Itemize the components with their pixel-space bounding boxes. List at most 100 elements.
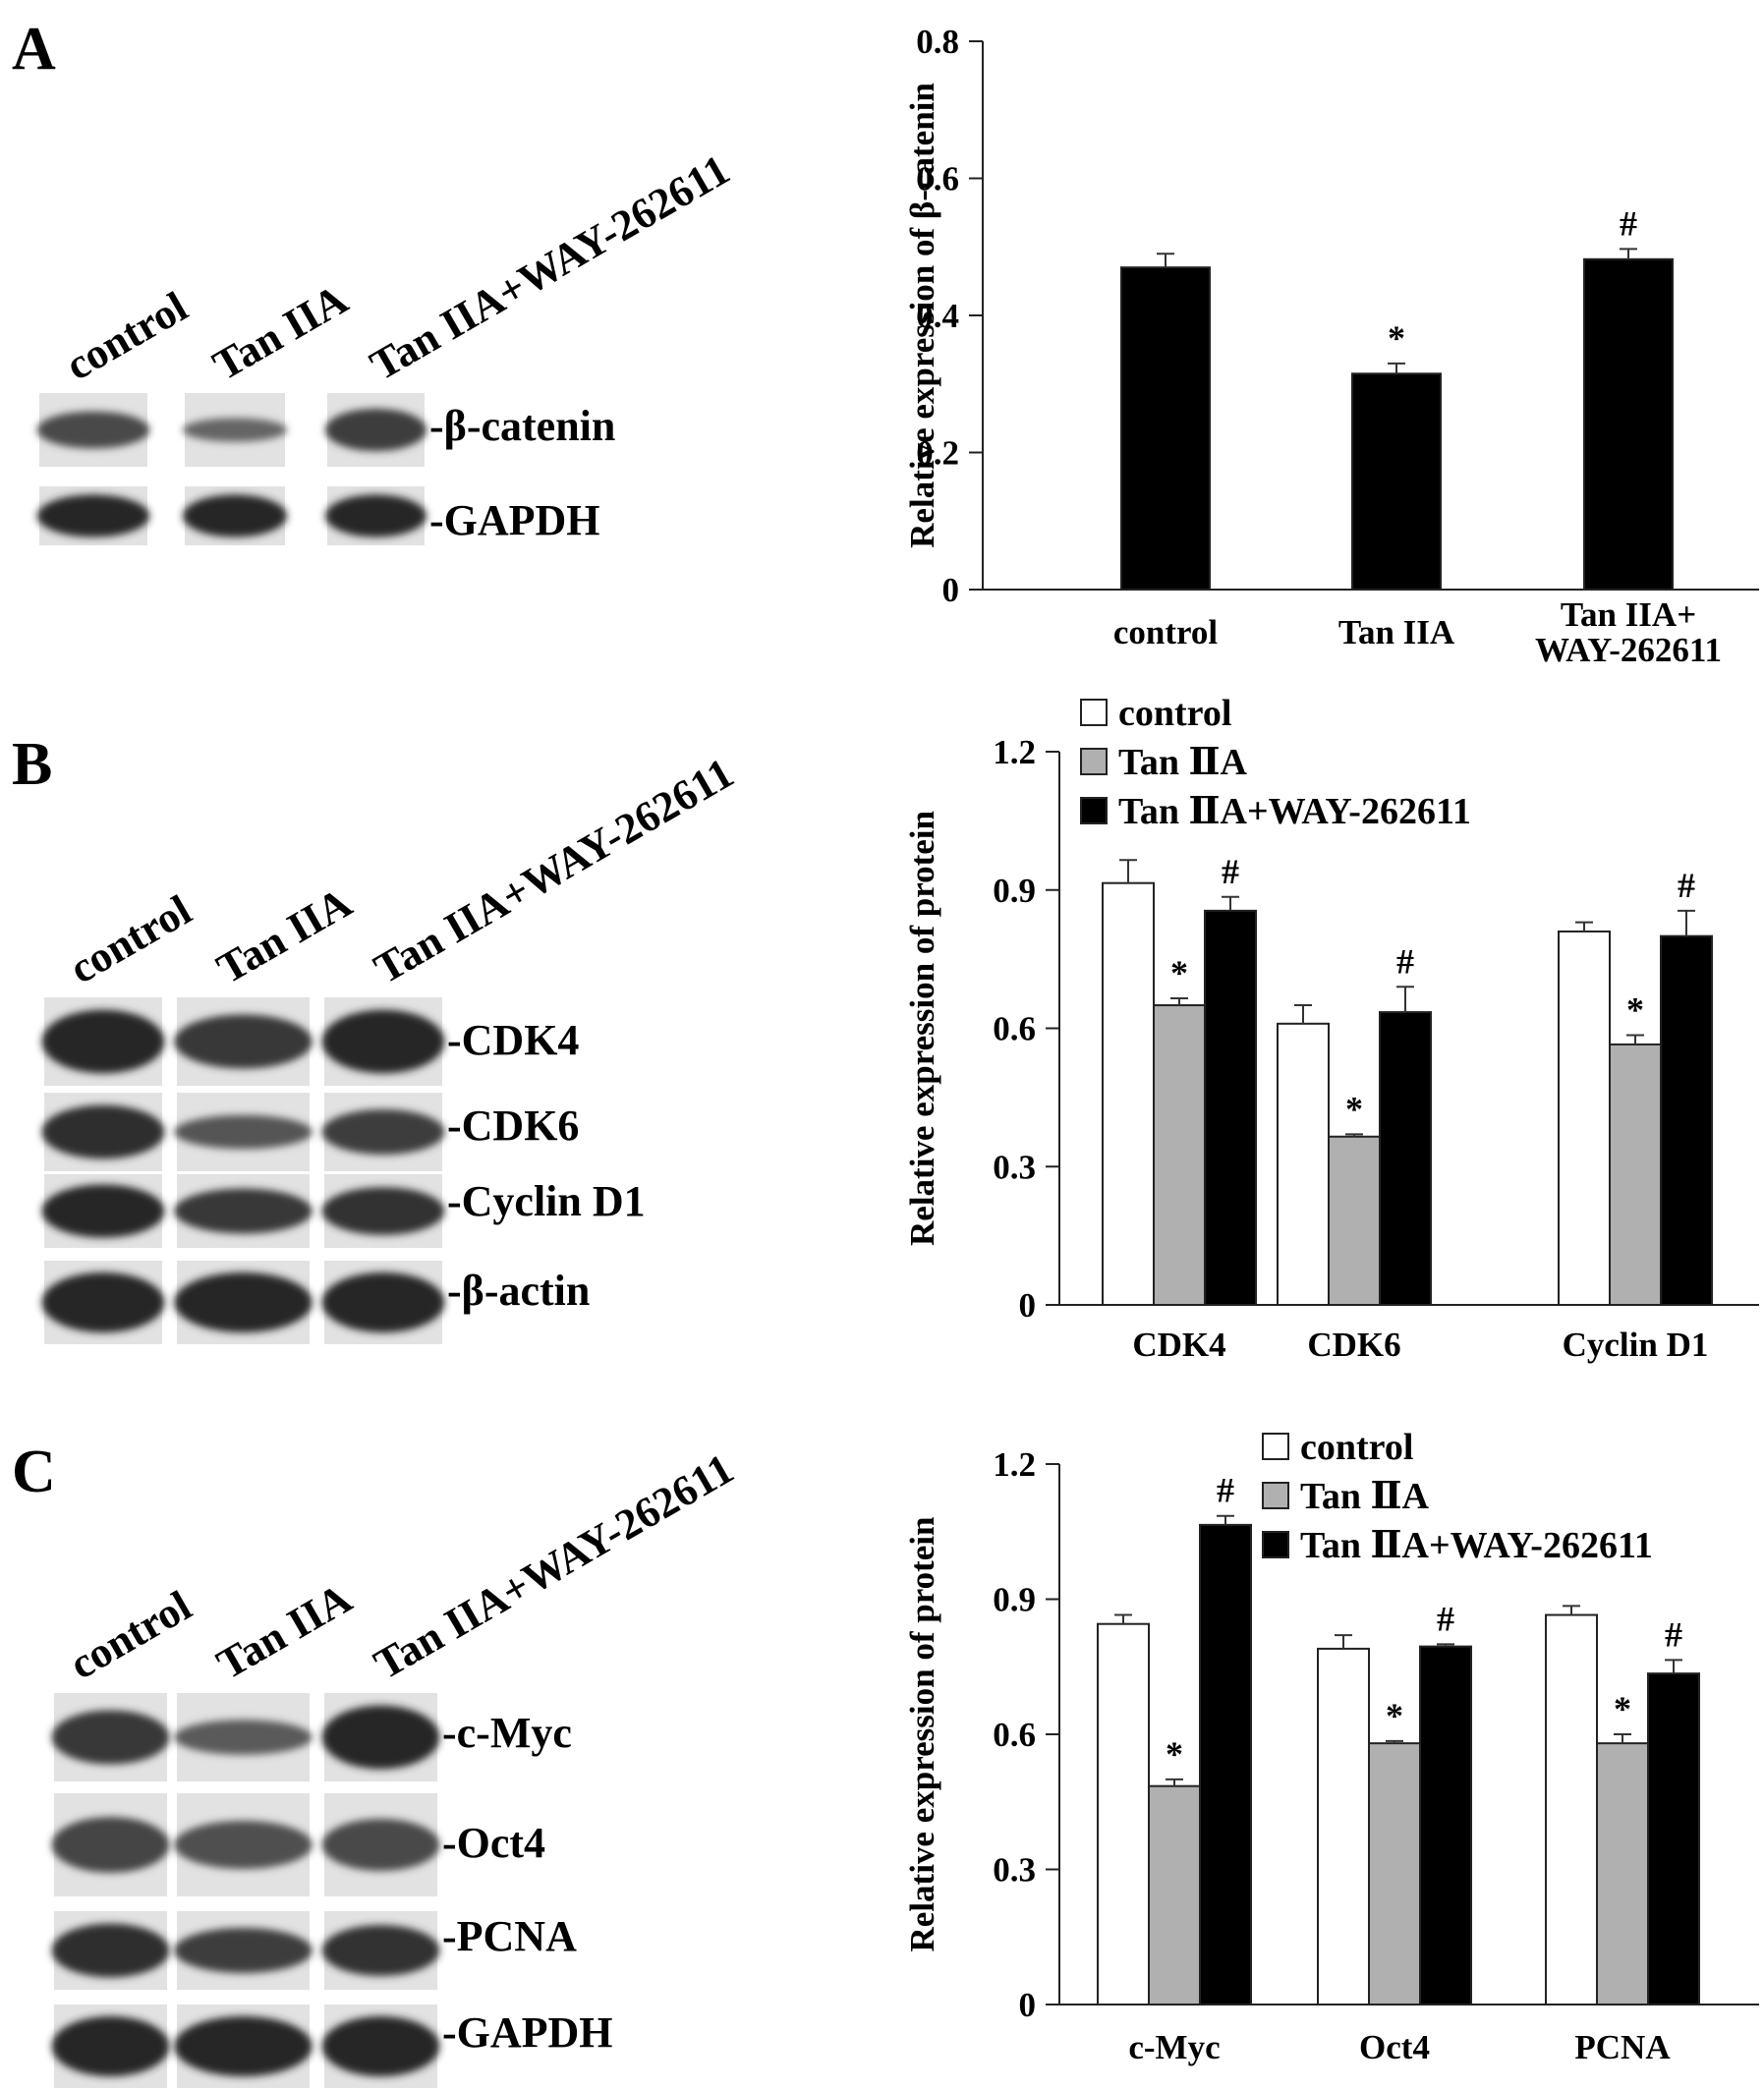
x-category-label: CDK4 (1132, 1326, 1225, 1364)
legend-swatch (1080, 699, 1108, 726)
significance-hash: # (1437, 1599, 1454, 1638)
y-tick-label: 0 (1019, 1986, 1037, 2024)
blot-band (182, 494, 288, 537)
bar-tan-a-way-262611-c-myc (1199, 1523, 1252, 2005)
western-blot-b: control Tan IIA Tan IIA+WAY-262611 -CDK4… (41, 749, 742, 1344)
blot-band (174, 1114, 313, 1150)
bar-value-control (1120, 266, 1211, 591)
blot-band (174, 1271, 313, 1333)
y-tick-label: 0 (1019, 1286, 1037, 1325)
blot-band (51, 1923, 170, 1978)
blot-band (321, 1271, 445, 1333)
blot-band (321, 2015, 440, 2077)
y-axis-label: Relative expression of protein (903, 811, 941, 1246)
significance-hash: # (1222, 852, 1239, 891)
y-tick-label: 0.4 (916, 297, 959, 335)
blot-band (174, 1014, 313, 1069)
significance-hash: # (1396, 941, 1414, 981)
lane-label-tan-iia-way: Tan IIA+WAY-262611 (363, 145, 738, 390)
bar-value-tan-iia-way-262611 (1583, 257, 1674, 591)
blot-label-cyclin-d1: -Cyclin D1 (447, 1177, 646, 1225)
blot-label-beta-actin: -β-actin (447, 1267, 590, 1315)
blot-band (41, 1184, 165, 1238)
blot-band (51, 2015, 170, 2077)
bar-tan-a-oct4 (1368, 1742, 1421, 2005)
legend-swatch (1262, 1433, 1289, 1460)
blot-label-cdk4: -CDK4 (447, 1016, 579, 1064)
significance-hash: # (1620, 203, 1637, 243)
bar-tan-a-cyclin-d1 (1609, 1043, 1662, 1306)
lane-label-tan-iia: Tan IIA (209, 1574, 361, 1689)
bar-tan-a-way-262611-cyclin-d1 (1660, 934, 1713, 1307)
panel-letter-c: C (12, 1439, 56, 1505)
legend-label: Tan ⅡA (1300, 1476, 1430, 1517)
blot-band (41, 1104, 165, 1159)
bar-value-tan-iia (1351, 372, 1442, 591)
legend-label: Tan ⅡA+WAY-262611 (1300, 1525, 1653, 1566)
blot-band (321, 1108, 445, 1156)
blot-band (41, 1271, 165, 1333)
legend-swatch (1080, 748, 1108, 775)
lane-label-tan-iia: Tan IIA (209, 878, 361, 993)
bar-tan-a-c-myc (1148, 1784, 1201, 2006)
significance-asterisk: * (1166, 1734, 1183, 1774)
y-axis-label: Relative expression of β-catenin (903, 83, 941, 548)
y-axis-label: Relative expression of protein (903, 1517, 941, 1952)
significance-hash: # (1665, 1614, 1682, 1654)
blot-band (321, 1925, 440, 1976)
bar-control-cdk4 (1102, 881, 1155, 1307)
x-category-label: Oct4 (1359, 2028, 1430, 2066)
blot-band (41, 1009, 165, 1074)
bar-control-c-myc (1097, 1622, 1150, 2006)
western-blot-a: control Tan IIA Tan IIA+WAY-262611 -β-ca… (36, 145, 738, 545)
blot-band (51, 1710, 170, 1765)
legend-label: control (1300, 1427, 1413, 1468)
panel-letter-b: B (12, 731, 52, 798)
bar-control-cdk6 (1277, 1022, 1330, 1307)
bar-chart-b: 0 0.3 0.6 0.9 1.2 Relative expression of prot… (903, 693, 1759, 1364)
blot-band (174, 2015, 313, 2077)
legend-label: Tan ⅡA (1118, 742, 1248, 783)
y-tick-label: 0.9 (993, 1581, 1036, 1619)
blot-band (174, 1927, 313, 1974)
blot-band (182, 418, 288, 442)
blot-band (321, 1819, 440, 1871)
blot-label-beta-catenin: -β-catenin (429, 402, 615, 450)
blot-band (325, 408, 427, 452)
x-category-label: Cyclin D1 (1563, 1326, 1709, 1364)
legend-swatch (1262, 1531, 1289, 1558)
legend-swatch (1080, 797, 1108, 824)
x-category-label: PCNA (1574, 2028, 1671, 2066)
western-blot-c: control Tan IIA Tan IIA+WAY-262611 -c-My… (51, 1444, 741, 2088)
y-tick-label: 0.3 (993, 1851, 1036, 1890)
significance-hash: # (1217, 1471, 1234, 1510)
blot-band (321, 1187, 445, 1235)
x-category-label: CDK6 (1307, 1326, 1400, 1364)
blot-band (36, 411, 150, 449)
bar-control-pcna (1545, 1613, 1598, 2005)
bar-tan-a-way-262611-oct4 (1419, 1645, 1472, 2005)
bar-control-oct4 (1317, 1647, 1370, 2005)
blot-label-oct4: -Oct4 (442, 1819, 545, 1867)
significance-asterisk: * (1386, 1696, 1403, 1735)
blot-label-pcna: -PCNA (442, 1912, 577, 1960)
bar-chart-c: 0 0.3 0.6 0.9 1.2 Relative expression of prot… (903, 1427, 1759, 2066)
bar-tan-a-pcna (1596, 1742, 1649, 2005)
bar-control-cyclin-d1 (1558, 930, 1611, 1306)
y-tick-label: 0.3 (993, 1148, 1036, 1186)
x-category-label: Tan IIA+ (1561, 595, 1696, 634)
bar-chart-a: 0 0.2 0.4 0.6 0.8 Relative expression of β-ca… (903, 23, 1759, 669)
x-category-label: Tan IIA (1338, 613, 1455, 651)
blot-band (174, 1820, 313, 1870)
bar-tan-a-way-262611-pcna (1647, 1672, 1700, 2005)
y-tick-label: 0.6 (916, 160, 959, 198)
panel-letter-a: A (12, 16, 56, 83)
blot-band (174, 1720, 313, 1755)
legend-swatch (1262, 1482, 1289, 1509)
y-tick-label: 0.8 (916, 23, 959, 61)
blot-label-gapdh: -GAPDH (429, 496, 600, 544)
lane-label-tan-iia-way: Tan IIA+WAY-262611 (367, 749, 742, 993)
blot-label-gapdh: -GAPDH (442, 2008, 613, 2057)
bar-tan-a-way-262611-cdk4 (1204, 909, 1257, 1306)
bar-tan-a-cdk6 (1328, 1135, 1381, 1306)
